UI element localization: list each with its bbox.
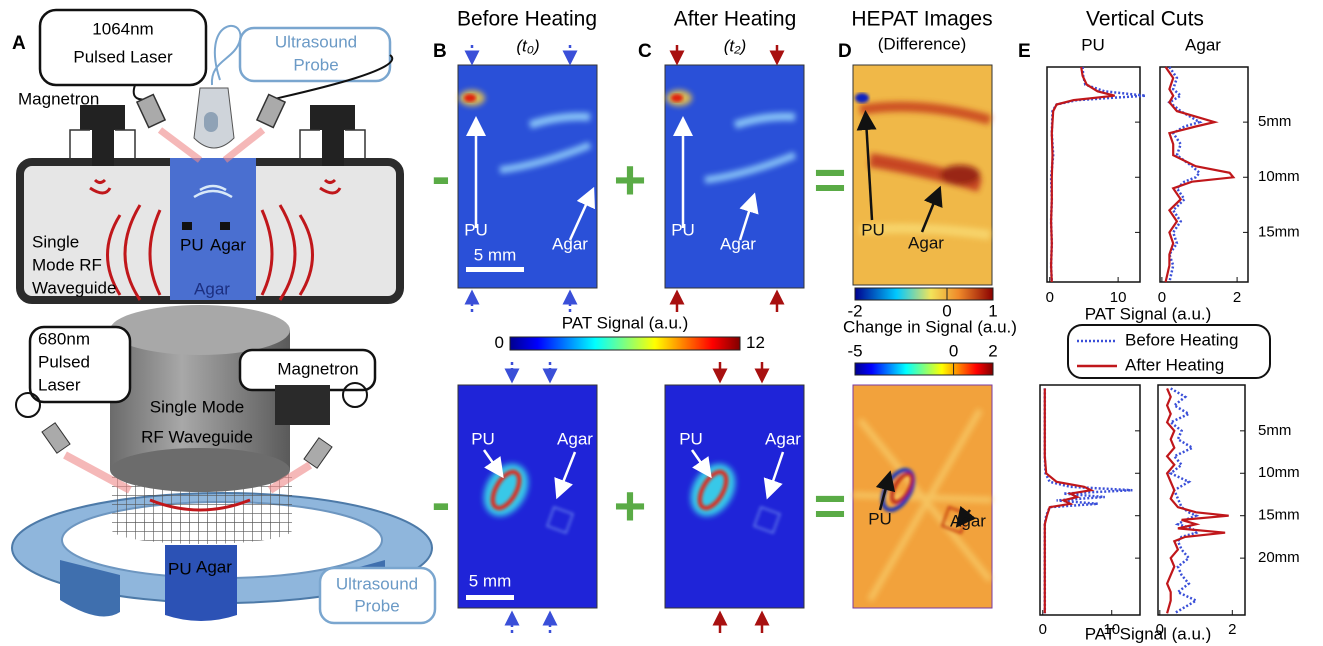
operator: - <box>432 470 451 533</box>
scale-label: 5 mm <box>469 571 512 590</box>
colorbar-tick-label: 1 <box>988 301 997 320</box>
scale-label: 5 mm <box>474 245 517 264</box>
x-axis-label: PAT Signal (a.u.) <box>1085 304 1212 323</box>
header: Before Heating <box>457 8 597 31</box>
probe-label: Ultrasound <box>275 32 357 51</box>
panel-letter: C <box>638 41 652 62</box>
operator: = <box>814 148 847 211</box>
agar-label: Agar <box>196 557 232 576</box>
image-label: PU <box>671 220 695 239</box>
legend-label: After Heating <box>1125 355 1224 374</box>
y-tick-label: 15mm <box>1258 507 1300 524</box>
laser-label: Pulsed Laser <box>73 47 173 66</box>
image-label: Agar <box>950 511 986 530</box>
probe-label: Probe <box>293 55 338 74</box>
x-tick-label: 0 <box>1158 289 1166 306</box>
colorbar-tick-label: -2 <box>847 301 862 320</box>
plot-frame <box>1047 67 1140 282</box>
panel-letter: D <box>838 41 852 62</box>
image-label: Agar <box>765 429 801 448</box>
y-tick-label: 5mm <box>1258 113 1291 130</box>
agar-block-label: Agar <box>194 279 230 298</box>
waveguide-label: RF Waveguide <box>141 427 253 446</box>
image-label: PU <box>464 220 488 239</box>
header: HEPAT Images <box>851 8 992 31</box>
probe-label: Probe <box>354 596 399 615</box>
image-label: Agar <box>908 233 944 252</box>
colorbar <box>855 288 993 300</box>
legend-label: Before Heating <box>1125 330 1238 349</box>
header-sub: (Difference) <box>878 34 967 53</box>
image-label: Agar <box>720 234 756 253</box>
image-label: PU <box>679 429 703 448</box>
cut-title: Agar <box>1185 35 1221 54</box>
magnetron-label: Magnetron <box>18 89 99 108</box>
x-tick-label: 2 <box>1228 621 1236 638</box>
waveguide-label: Single <box>32 232 79 251</box>
y-tick-label: 15mm <box>1258 223 1300 240</box>
y-tick-label: 10mm <box>1258 464 1300 481</box>
x-tick-label: 2 <box>1233 289 1241 306</box>
laser-label: 680nm <box>38 329 90 348</box>
colorbar-tick-label: 0 <box>495 333 504 352</box>
colorbar-tick-label: 12 <box>746 333 765 352</box>
cut-title: PU <box>1081 35 1105 54</box>
image-label: PU <box>868 509 892 528</box>
operator: + <box>614 474 647 537</box>
image-label: PU <box>471 429 495 448</box>
magnetron-label: Magnetron <box>277 359 358 378</box>
waveguide-label: Single Mode <box>150 397 245 416</box>
x-tick-label: 0 <box>1039 621 1047 638</box>
y-tick-label: 5mm <box>1258 422 1291 439</box>
panel-letter: A <box>12 33 26 54</box>
colorbar-label: PAT Signal (a.u.) <box>562 313 689 332</box>
panel-letter: B <box>433 41 447 62</box>
figure: A 1064nm Pulsed Laser Ultrasound Probe M… <box>0 0 1323 646</box>
laser-label: 1064nm <box>92 19 153 38</box>
colorbar <box>855 363 993 375</box>
image-label: PU <box>861 220 885 239</box>
waveguide-label: Waveguide <box>32 278 116 297</box>
colorbar-tick-label: 2 <box>988 341 997 360</box>
agar-label: Agar <box>210 235 246 254</box>
y-tick-label: 20mm <box>1258 549 1300 566</box>
x-tick-label: 10 <box>1110 289 1127 306</box>
laser-label: Laser <box>38 375 81 394</box>
time-label: (t₀) <box>516 36 539 55</box>
pu-label: PU <box>168 559 192 578</box>
laser-label: Pulsed <box>38 352 90 371</box>
x-tick-label: 0 <box>1156 621 1164 638</box>
x-tick-label: 10 <box>1103 621 1120 638</box>
operator: = <box>814 474 847 537</box>
time-label: (t₂) <box>724 36 747 55</box>
pu-label: PU <box>180 235 204 254</box>
header: After Heating <box>674 8 797 31</box>
colorbar <box>510 337 740 350</box>
colorbar-tick-label: 0 <box>949 341 958 360</box>
y-tick-label: 10mm <box>1258 168 1300 185</box>
header: Vertical Cuts <box>1086 8 1204 31</box>
plot-frame <box>1040 385 1140 615</box>
operator: + <box>614 148 647 211</box>
waveguide-label: Mode RF <box>32 255 102 274</box>
image-label: Agar <box>552 234 588 253</box>
colorbar-tick-label: 0 <box>942 301 951 320</box>
operator: - <box>432 144 451 207</box>
panel-letter: E <box>1018 41 1031 62</box>
probe-label: Ultrasound <box>336 574 418 593</box>
x-tick-label: 0 <box>1046 289 1054 306</box>
image-label: Agar <box>557 429 593 448</box>
colorbar-tick-label: -5 <box>847 341 862 360</box>
